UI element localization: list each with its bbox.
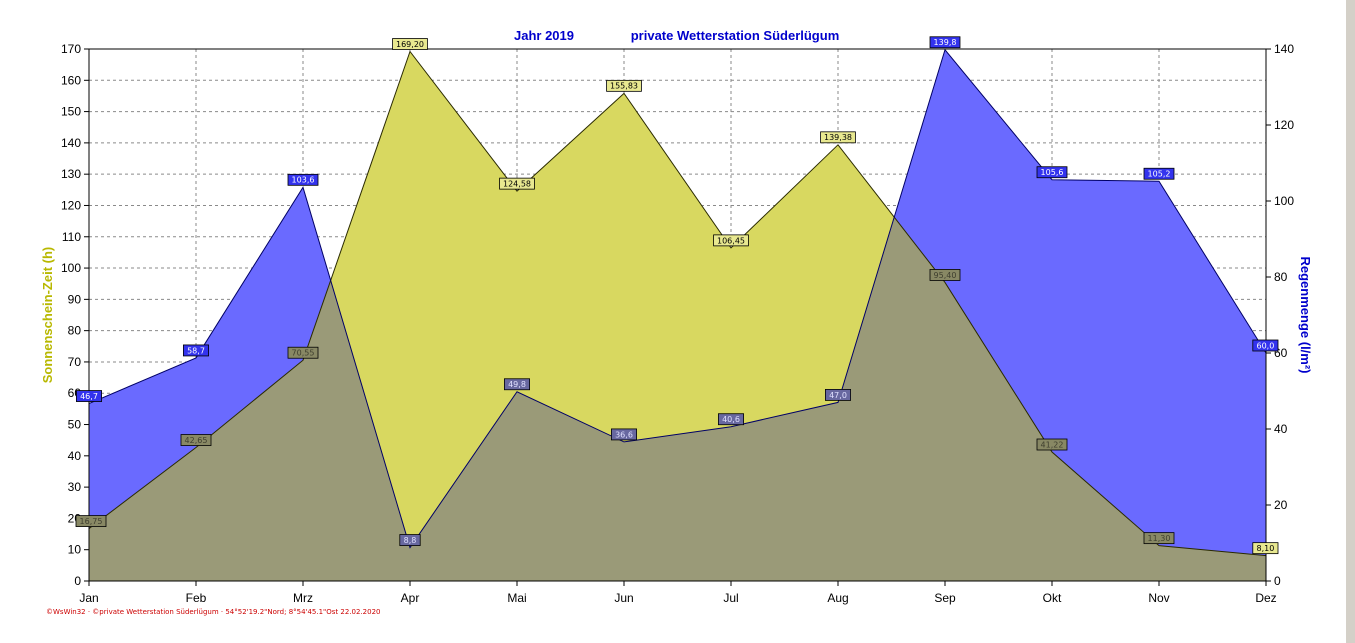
rain-data-label: 139,8 [934, 38, 957, 47]
rain-data-label: 103,6 [292, 176, 315, 185]
sunshine-data-label: 70,55 [292, 349, 315, 358]
rain-data-label-box [718, 413, 745, 426]
sunshine-data-label: 41,22 [1041, 440, 1064, 449]
window-edge [1346, 0, 1355, 643]
chart-title-year: Jahr 2019 [514, 28, 574, 43]
y-right-tick-label: 0 [1274, 574, 1281, 588]
sunshine-data-label-box [392, 38, 428, 50]
sunshine-data-label-box [1143, 532, 1175, 545]
rain-data-label: 46,7 [80, 392, 98, 401]
x-tick-label: Aug [827, 591, 848, 605]
rain-data-label: 36,6 [615, 430, 633, 439]
y-left-tick-label: 70 [68, 355, 82, 369]
sunshine-data-label: 95,40 [934, 271, 957, 280]
rain-data-label: 60,0 [1256, 341, 1274, 350]
rain-data-label-box [611, 428, 638, 441]
rain-data-label-box [399, 534, 421, 546]
rain-data-label: 105,2 [1148, 170, 1171, 179]
y-left-tick-label: 170 [61, 42, 81, 56]
x-tick-label: Dez [1255, 591, 1276, 605]
x-tick-label: Jan [79, 591, 98, 605]
y-left-tick-label: 150 [61, 105, 81, 119]
y-left-tick-label: 10 [68, 543, 82, 557]
y-right-tick-label: 80 [1274, 270, 1288, 284]
sunshine-data-label-box [929, 269, 961, 281]
y-left-axis-title: Sonnenschein-Zeit (h) [40, 247, 55, 384]
rain-data-label: 8,8 [404, 536, 417, 545]
series-sunshine-line [88, 50, 1267, 557]
sunshine-data-label-box [820, 131, 856, 144]
y-left-tick-label: 90 [68, 292, 82, 306]
rain-data-label-box [1143, 167, 1175, 180]
x-tick-label: Sep [934, 591, 956, 605]
series-rain-line [88, 48, 1267, 549]
data-labels: 16,75 42,65 70,55 169,20 124,58 155,83 106,45 1… [75, 36, 1279, 555]
y-left-tick-label: 160 [61, 73, 81, 87]
x-tick-label: Okt [1043, 591, 1062, 605]
y-left-tick-label: 50 [68, 418, 82, 432]
y-left-tick-label: 110 [62, 230, 81, 244]
y-left-tick-label: 140 [61, 136, 81, 150]
y-right-tick-label: 100 [1274, 194, 1294, 208]
y-right-tick-label: 140 [1274, 42, 1294, 56]
sunshine-data-label-box [499, 177, 535, 190]
x-tick-label: Jul [723, 591, 738, 605]
sunshine-data-label: 155,83 [610, 82, 638, 91]
rain-data-label: 40,6 [722, 415, 740, 424]
y-left-tick-label: 120 [61, 198, 81, 212]
rain-data-label-box [182, 344, 209, 357]
y-right-tick-label: 20 [1274, 498, 1288, 512]
sunshine-data-label: 139,38 [824, 133, 852, 142]
y-left-tick-label: 30 [68, 480, 82, 494]
sunshine-data-label-box [75, 515, 107, 527]
x-tick-label: Apr [401, 591, 420, 605]
x-tick-label: Mrz [293, 591, 313, 605]
y-left-tick-label: 80 [68, 324, 82, 338]
y-right-axis-title: Regenmenge (l/m²) [1298, 256, 1313, 373]
x-tick-label: Nov [1148, 591, 1169, 605]
chart-title-station: private Wetterstation Süderlügum [631, 28, 840, 43]
y-right-tick-label: 40 [1274, 422, 1288, 436]
footer-copyright: ©WsWin32 · ©private Wetterstation Süderl… [46, 608, 381, 616]
sunshine-data-label: 8,10 [1256, 544, 1274, 553]
y-left-tick-label: 40 [68, 449, 82, 463]
x-tick-label: Jun [614, 591, 633, 605]
sunshine-data-label-box [180, 434, 212, 446]
sunshine-data-label-box [1036, 438, 1068, 451]
rain-data-label-box [825, 388, 852, 401]
rain-data-label-box [287, 173, 319, 186]
sunshine-data-label-box [1252, 542, 1279, 555]
plot-area: 0102030405060708090100110120130140150160… [61, 42, 1294, 605]
rain-data-label: 58,7 [187, 346, 205, 355]
sunshine-data-label: 11,30 [1148, 534, 1171, 543]
rain-data-label: 47,0 [829, 391, 847, 400]
sunshine-data-label: 169,20 [396, 40, 424, 49]
y-left-tick-label: 100 [61, 261, 81, 275]
rain-data-label-box [1036, 166, 1068, 179]
rain-data-label: 49,8 [508, 380, 526, 389]
sunshine-data-label: 106,45 [717, 236, 745, 245]
y-right-tick-label: 120 [1274, 118, 1294, 132]
y-left-tick-label: 130 [61, 167, 81, 181]
x-tick-label: Mai [507, 591, 526, 605]
sunshine-data-label-box [606, 79, 642, 92]
rain-data-label: 105,6 [1041, 168, 1064, 177]
x-tick-label: Feb [186, 591, 207, 605]
rain-data-label-box [76, 390, 103, 402]
rain-data-label-box [929, 36, 961, 49]
rain-data-label-box [1252, 339, 1279, 352]
plot-border [88, 48, 1267, 582]
sunshine-data-label-box [287, 346, 319, 359]
sunshine-data-label: 42,65 [185, 436, 208, 445]
sunshine-data-label: 124,58 [503, 180, 531, 189]
sunshine-data-label: 16,75 [80, 517, 103, 526]
sunshine-data-label-box [713, 234, 749, 247]
y-left-tick-label: 0 [74, 574, 81, 588]
rain-data-label-box [503, 378, 530, 391]
